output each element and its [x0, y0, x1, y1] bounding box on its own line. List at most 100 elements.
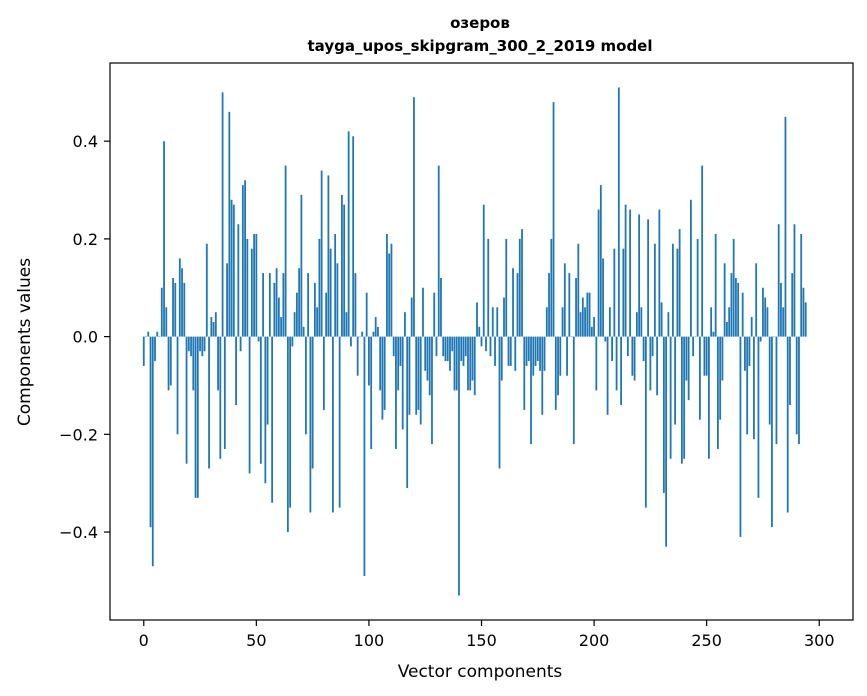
- bar-247: [699, 336, 701, 420]
- bar-249: [703, 336, 706, 376]
- bar-7: [158, 336, 161, 338]
- bar-139: [455, 336, 458, 391]
- bar-282: [777, 224, 780, 337]
- bar-151: [482, 204, 485, 337]
- bar-187: [563, 263, 566, 337]
- bar-287: [789, 336, 791, 406]
- bar-123: [419, 336, 422, 425]
- bar-52: [259, 336, 262, 464]
- bar-84: [332, 336, 334, 513]
- bar-221: [640, 307, 643, 337]
- bar-104: [377, 326, 379, 337]
- bar-204: [602, 258, 604, 337]
- bar-197: [586, 292, 589, 337]
- bar-series: [142, 87, 807, 596]
- bar-106: [381, 336, 384, 420]
- bar-90: [345, 312, 348, 337]
- bar-67: [293, 312, 296, 337]
- bar-16: [178, 258, 181, 337]
- bar-64: [286, 336, 289, 533]
- bar-248: [701, 165, 704, 337]
- bar-130: [435, 336, 438, 357]
- bar-194: [579, 312, 582, 337]
- bar-55: [266, 336, 269, 425]
- bar-162: [507, 336, 510, 366]
- bar-291: [798, 336, 800, 445]
- bar-280: [773, 336, 776, 338]
- bar-103: [374, 317, 377, 337]
- bar-285: [784, 116, 787, 337]
- bar-186: [561, 307, 564, 337]
- bar-79: [320, 170, 323, 337]
- bar-53: [262, 273, 264, 337]
- bar-42: [237, 224, 240, 337]
- bar-73: [307, 273, 310, 337]
- bar-161: [505, 238, 508, 337]
- bar-54: [264, 336, 267, 484]
- bar-38: [228, 111, 231, 337]
- bar-250: [705, 336, 708, 376]
- bar-125: [424, 336, 427, 371]
- bar-99: [365, 292, 368, 337]
- bar-140: [458, 336, 460, 596]
- bar-246: [696, 238, 699, 337]
- bar-97: [361, 331, 364, 337]
- bar-274: [759, 336, 762, 342]
- bar-241: [685, 336, 688, 381]
- bar-92: [350, 336, 352, 347]
- bar-122: [417, 336, 420, 410]
- bar-173: [532, 336, 535, 376]
- bar-127: [428, 336, 431, 396]
- bar-3: [149, 336, 152, 528]
- bar-228: [656, 336, 659, 396]
- bar-199: [590, 326, 593, 337]
- bar-128: [431, 336, 433, 445]
- bar-203: [599, 185, 602, 337]
- bar-36: [223, 336, 226, 449]
- bar-211: [617, 87, 620, 337]
- bar-150: [480, 336, 483, 347]
- bar-4: [151, 336, 154, 567]
- bar-48: [250, 248, 253, 337]
- bar-51: [257, 336, 260, 342]
- bar-289: [793, 224, 796, 337]
- bar-41: [235, 336, 237, 406]
- bar-257: [721, 336, 724, 381]
- bar-262: [732, 238, 735, 337]
- bar-89: [343, 204, 346, 337]
- y-axis-ticks: −0.4 −0.2 0.0 0.2 0.4: [59, 132, 110, 542]
- bar-191: [572, 336, 575, 445]
- bar-209: [613, 248, 616, 337]
- bar-244: [692, 336, 695, 357]
- bar-147: [473, 336, 476, 396]
- bar-25: [199, 336, 201, 352]
- bar-81: [325, 292, 328, 337]
- bar-75: [311, 336, 314, 469]
- bar-34: [219, 336, 222, 459]
- bar-11: [167, 336, 170, 391]
- bar-260: [728, 307, 731, 337]
- bar-188: [566, 336, 568, 376]
- bar-144: [467, 336, 469, 391]
- x-tick-label: 50: [246, 631, 266, 650]
- bar-254: [714, 234, 717, 337]
- bar-124: [422, 287, 424, 337]
- bar-0: [142, 336, 145, 366]
- bar-256: [719, 336, 722, 420]
- bar-200: [593, 317, 595, 337]
- bar-5: [154, 336, 156, 362]
- bar-76: [313, 282, 316, 337]
- bar-15: [176, 336, 179, 435]
- bar-243: [689, 199, 692, 337]
- bar-37: [226, 263, 228, 337]
- y-tick-label: 0.2: [73, 230, 98, 249]
- y-tick-label: −0.4: [59, 523, 98, 542]
- bar-121: [415, 336, 418, 415]
- bar-20: [187, 336, 190, 352]
- bar-185: [559, 336, 562, 376]
- bar-13: [172, 277, 174, 337]
- x-tick-label: 250: [691, 631, 722, 650]
- bar-47: [248, 336, 251, 474]
- bar-115: [401, 336, 404, 430]
